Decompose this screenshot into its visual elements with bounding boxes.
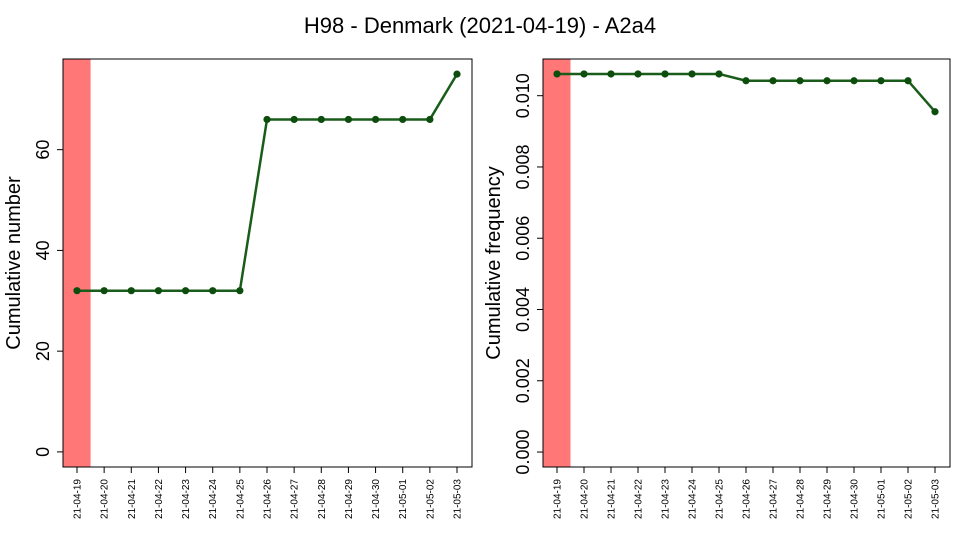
y-axis: 0.000 0.002 0.004 0.006 0.008 0.010 [513, 73, 543, 475]
data-point [181, 287, 190, 295]
data-point [399, 115, 407, 124]
x-tick-label: 21-04-25 [235, 479, 246, 519]
x-tick-label: 21-05-03 [453, 479, 464, 519]
y-axis-label: Cumulative frequency [483, 166, 505, 359]
y-tick-label: 0 [33, 447, 53, 457]
y-tick-label: 20 [33, 341, 53, 361]
y-axis: 0 20 40 60 [33, 140, 63, 457]
data-point [769, 77, 777, 85]
data-point [931, 108, 939, 116]
x-tick-label: 21-04-27 [769, 479, 780, 519]
x-tick-label: 21-04-28 [317, 479, 328, 519]
data-point [580, 70, 588, 78]
data-point [317, 115, 325, 124]
data-point [607, 70, 615, 78]
x-axis: 21-04-19 21-04-20 21-04-21 21-04-22 21-04-23… [553, 467, 942, 519]
highlight-band [63, 59, 91, 467]
data-point [263, 115, 271, 124]
x-tick-label: 21-04-24 [688, 479, 699, 519]
plot-frame [542, 58, 951, 468]
x-tick-label: 21-04-27 [290, 479, 301, 519]
y-tick-label: 0.010 [513, 73, 533, 118]
data-point [661, 70, 669, 78]
data-point [553, 70, 561, 78]
x-tick-label: 21-04-19 [553, 479, 564, 519]
x-tick-label: 21-04-29 [344, 479, 355, 519]
data-point [688, 70, 696, 78]
y-tick-label: 0.008 [513, 144, 533, 189]
x-tick-label: 21-04-23 [661, 479, 672, 519]
x-tick-label: 21-05-01 [398, 479, 409, 519]
data-point [715, 70, 723, 78]
y-tick-label: 40 [33, 240, 53, 260]
data-point [453, 70, 461, 78]
x-tick-label: 21-04-21 [127, 479, 138, 519]
data-point [877, 77, 885, 85]
x-tick-label: 21-04-30 [850, 479, 861, 519]
x-tick-label: 21-04-26 [742, 479, 753, 519]
x-tick-label: 21-05-02 [425, 479, 436, 519]
y-tick-label: 60 [33, 140, 53, 160]
x-tick-label: 21-05-02 [904, 479, 915, 519]
x-tick-label: 21-04-22 [634, 479, 645, 519]
x-tick-label: 21-04-19 [73, 479, 84, 519]
y-tick-label: 0.000 [513, 430, 533, 475]
data-point [426, 115, 434, 124]
data-point [100, 287, 108, 295]
highlight-band [543, 59, 571, 467]
data-point [236, 287, 244, 295]
x-tick-label: 21-04-29 [823, 479, 834, 519]
y-tick-label: 0.004 [513, 287, 533, 332]
x-tick-label: 21-04-22 [154, 479, 165, 519]
x-tick-label: 21-05-03 [931, 479, 942, 519]
cumulative-number-panel: 0 20 40 60 21-04-19 21-04-20 21-04-21 21-04-22… [3, 58, 473, 519]
data-point [73, 287, 81, 295]
data-point [634, 70, 642, 78]
y-tick-label: 0.006 [513, 216, 533, 261]
data-point [371, 115, 380, 124]
data-point [796, 77, 804, 85]
data-point [154, 287, 163, 295]
y-tick-label: 0.002 [513, 358, 533, 403]
x-tick-label: 21-04-26 [263, 479, 274, 519]
figure-title: H98 - Denmark (2021-04-19) - A2a4 [304, 13, 656, 38]
x-tick-label: 21-04-30 [371, 479, 382, 519]
data-point [904, 77, 912, 85]
x-axis: 21-04-19 21-04-20 21-04-21 21-04-22 21-04-23… [73, 467, 464, 519]
data-points [73, 70, 461, 295]
x-tick-label: 21-04-23 [181, 479, 192, 519]
x-tick-label: 21-04-20 [100, 479, 111, 519]
y-axis-label: Cumulative number [3, 176, 25, 350]
x-tick-label: 21-05-01 [877, 479, 888, 519]
data-point [742, 77, 750, 85]
data-point [344, 115, 353, 124]
data-point [823, 77, 831, 85]
x-tick-label: 21-04-24 [208, 479, 219, 519]
data-point [127, 287, 135, 295]
data-point [209, 287, 217, 295]
series-line [77, 73, 459, 292]
x-tick-label: 21-04-20 [580, 479, 591, 519]
x-tick-label: 21-04-28 [796, 479, 807, 519]
data-point [850, 77, 858, 85]
x-tick-label: 21-04-25 [715, 479, 726, 519]
data-points [553, 70, 939, 116]
x-tick-label: 21-04-21 [607, 479, 618, 519]
data-point [290, 115, 298, 124]
